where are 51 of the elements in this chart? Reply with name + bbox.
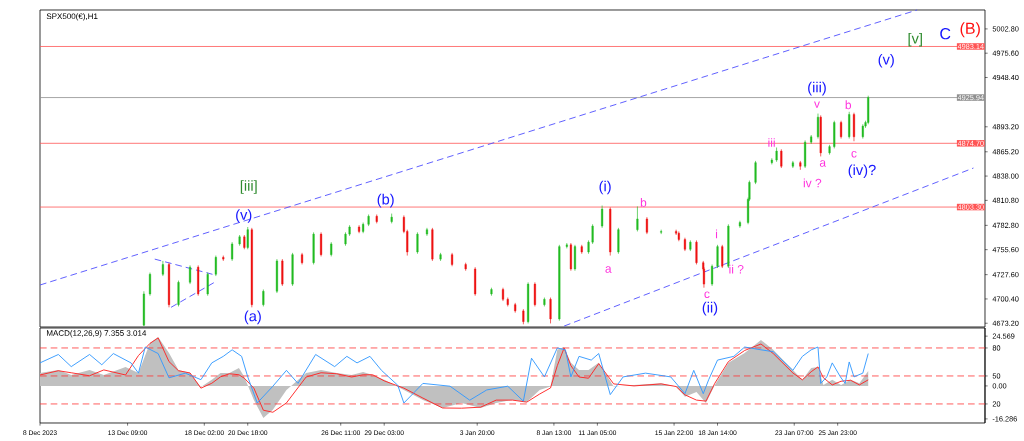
candlestick xyxy=(716,244,719,269)
annotation: iii xyxy=(768,138,775,147)
annotation: (a) xyxy=(244,310,261,325)
candlestick xyxy=(816,113,820,139)
annotation: a xyxy=(819,160,827,167)
candlestick xyxy=(695,240,698,265)
candlestick xyxy=(549,297,552,324)
candlestick xyxy=(231,241,234,262)
annotation: (iv)? xyxy=(848,164,876,179)
candlestick xyxy=(320,231,323,257)
candlestick xyxy=(721,244,724,269)
annotation: C xyxy=(940,28,951,40)
candlestick xyxy=(177,280,180,307)
annotation: (ii) xyxy=(702,301,718,316)
annotation: (iii) xyxy=(808,81,826,96)
annotation: iv ? xyxy=(803,178,822,188)
annotation: c xyxy=(851,150,857,158)
annotation: [v] xyxy=(908,32,922,47)
annotation: ii ? xyxy=(729,264,744,274)
annotation: [iii] xyxy=(240,180,257,194)
candlestick xyxy=(501,287,505,302)
candlestick xyxy=(206,272,209,297)
candlestick xyxy=(754,160,757,185)
candlestick xyxy=(573,244,576,272)
annotation: (B) xyxy=(960,22,980,38)
candlestick xyxy=(780,148,783,169)
annotation: (v) xyxy=(878,53,894,68)
candlestick xyxy=(148,272,151,297)
candlestick xyxy=(189,265,192,285)
candlestick xyxy=(636,206,639,232)
annotation: b xyxy=(640,198,647,207)
annotation: a xyxy=(605,266,612,273)
annotation: (b) xyxy=(377,193,394,208)
chart-title: SPX500(€),H1 xyxy=(46,13,98,21)
candlestick xyxy=(167,262,171,308)
candlestick xyxy=(711,264,714,287)
candlestick xyxy=(214,255,217,277)
candlestick xyxy=(601,205,604,229)
candlestick xyxy=(533,281,536,307)
annotation: (i) xyxy=(599,180,611,195)
candlestick xyxy=(852,112,855,142)
candlestick xyxy=(617,227,620,255)
candlestick xyxy=(848,111,851,139)
candlestick xyxy=(416,231,419,255)
annotation: c xyxy=(704,291,710,298)
chart-title: MACD(12,26,9) 7.355 3.014 xyxy=(46,330,147,338)
candlestick xyxy=(281,258,284,287)
annotation: b xyxy=(845,100,852,110)
annotation: i xyxy=(715,229,718,239)
annotation: (v) xyxy=(236,209,252,223)
annotation: v xyxy=(814,101,820,108)
